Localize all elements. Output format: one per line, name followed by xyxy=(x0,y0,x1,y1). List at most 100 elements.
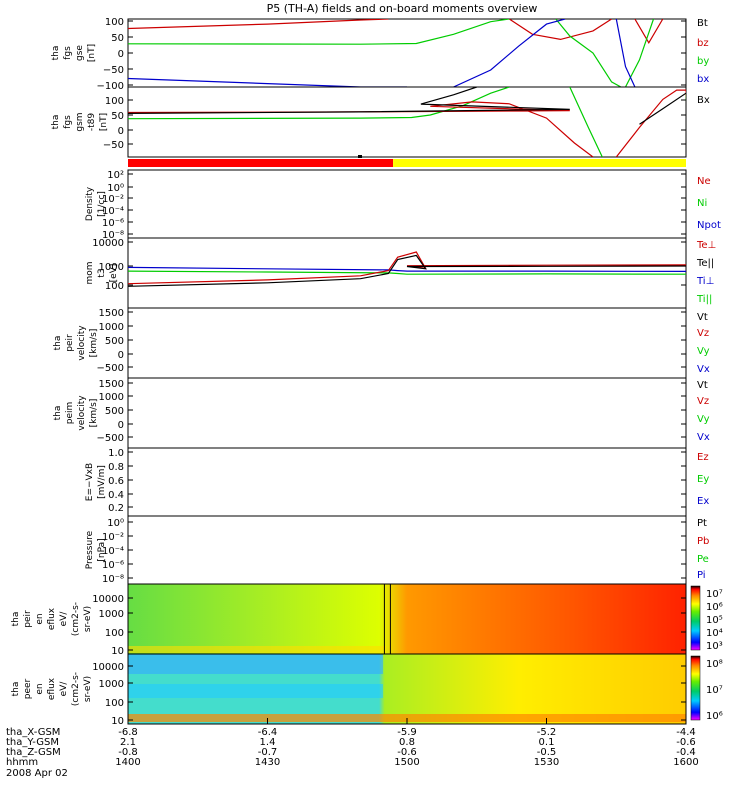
series-line-bz xyxy=(508,19,612,41)
panel-frame xyxy=(127,86,687,158)
legend-entry: Te⊥ xyxy=(696,240,716,251)
y-axis-label: [nT] xyxy=(87,44,97,62)
y-axis-label: t3 xyxy=(97,268,107,277)
y-axis-label: gsm xyxy=(75,112,85,131)
footer-value: 1.4 xyxy=(260,737,276,748)
legend-entry: Vy xyxy=(697,414,710,425)
y-tick-label: 10000 xyxy=(92,238,124,249)
footer-row-label: hhmm xyxy=(6,757,38,768)
y-axis-label: fgs xyxy=(63,46,73,60)
colorbar-tick-label: 10⁶ xyxy=(706,711,723,722)
y-axis-label: [1/cc] xyxy=(97,191,107,217)
y-axis-label: (cm2-s- xyxy=(71,602,81,636)
y-tick-label: 1.0 xyxy=(108,448,124,459)
y-tick-label: 0.4 xyxy=(108,490,124,501)
series-line-by xyxy=(685,93,686,102)
heatmap-peir-en-eflux xyxy=(128,584,686,654)
y-axis-label: en xyxy=(35,613,45,624)
y-tick-label: −50 xyxy=(103,65,124,76)
panel-frame xyxy=(127,169,687,239)
y-tick-label: 1000 xyxy=(99,609,124,620)
y-tick-label: 0.6 xyxy=(108,476,124,487)
colorbar-tick-label: 10⁸ xyxy=(706,659,723,670)
legend-entry: Pt xyxy=(697,518,707,529)
legend-entry: Ti|| xyxy=(696,294,712,305)
panel-peim-velocity: 1500 1000 500 0 −500 tha peim velocity [km/s] Vt V… xyxy=(53,377,710,449)
y-tick-label: 10⁻⁴ xyxy=(102,546,124,557)
y-axis-label: sr-eV) xyxy=(83,676,93,702)
y-axis-label: [km/s] xyxy=(89,399,99,428)
legend-entry: Vz xyxy=(697,396,709,407)
y-axis-label: [nT] xyxy=(99,113,109,131)
panel-peir-velocity: 1500 1000 500 0 −500 tha peir velocity [km/s] Vt V… xyxy=(53,307,710,379)
panel-peer-en-eflux: 10⁸ 10⁷ 10⁶ 10000 1000 100 10 tha peer en eflux eV/… xyxy=(11,653,723,727)
y-axis-label: [nPa] xyxy=(97,538,107,561)
y-tick-label: 10⁰ xyxy=(107,518,124,529)
footer-value: 2.1 xyxy=(120,737,136,748)
panel-frame xyxy=(127,447,687,517)
footer-row-label: tha_Y-GSM xyxy=(6,737,59,748)
heatmap-band xyxy=(128,684,383,698)
y-axis-label: peim xyxy=(65,402,75,425)
colorbar-tick-label: 10⁷ xyxy=(706,685,723,696)
heatmap-band xyxy=(128,654,383,674)
legend-entry: Pe xyxy=(697,554,709,565)
heatmap-fill xyxy=(128,584,686,654)
y-axis-label: peir xyxy=(23,610,33,628)
panel-fgs-gse: 100 50 0 −50 −100 tha fgs gse [nT] Bt bz by bx xyxy=(51,17,709,92)
y-tick-label: −100 xyxy=(97,81,124,92)
panel-frame xyxy=(127,377,687,449)
colorbar-tick-label: 10⁵ xyxy=(706,615,723,626)
footer-value: -5.2 xyxy=(537,727,557,738)
y-axis-label: gse xyxy=(75,45,85,61)
footer-value: -5.9 xyxy=(397,727,417,738)
y-axis-label: velocity xyxy=(77,325,87,361)
footer-value: -6.8 xyxy=(118,727,138,738)
colorbar-tick-label: 10⁴ xyxy=(706,628,723,639)
y-axis-label: eV/ xyxy=(59,681,69,697)
series-line-bz xyxy=(615,89,686,157)
footer-value: 0.8 xyxy=(399,737,415,748)
y-tick-label: 0 xyxy=(118,420,124,431)
y-tick-label: 0 xyxy=(118,126,124,137)
y-tick-label: 100 xyxy=(105,698,124,709)
y-tick-label: 10⁻⁸ xyxy=(102,574,124,585)
legend-entry: Bx xyxy=(697,95,710,106)
y-tick-label: 10² xyxy=(107,170,124,181)
series-line-by xyxy=(128,87,510,120)
y-tick-label: 0 xyxy=(118,350,124,361)
y-tick-label: 10000 xyxy=(92,662,124,673)
footer-value: 1530 xyxy=(534,757,559,768)
colorbar-tick-label: 10⁶ xyxy=(706,602,723,613)
y-tick-label: 100 xyxy=(105,628,124,639)
legend-entry: Pb xyxy=(697,536,709,547)
panel-frame xyxy=(127,237,687,309)
series-line-by xyxy=(555,19,622,87)
y-tick-label: 10⁻² xyxy=(102,194,124,205)
footer-value: 1430 xyxy=(255,757,280,768)
y-tick-label: −50 xyxy=(103,140,124,151)
y-tick-label: 10⁻⁴ xyxy=(102,206,124,217)
series-group xyxy=(128,87,686,157)
mode-segment xyxy=(393,159,686,167)
y-tick-label: 500 xyxy=(105,406,124,417)
legend-entry: Vx xyxy=(697,364,710,375)
panel-moments: 10000 1000 100 mom t3 [eV] Te⊥ Te|| Ti⊥ Ti|| xyxy=(85,237,716,309)
y-axis-label: sr-eV) xyxy=(83,606,93,632)
panel-frame xyxy=(127,515,687,585)
y-axis-label: Pressure xyxy=(85,530,95,569)
footer-value: 1500 xyxy=(394,757,419,768)
series-group xyxy=(128,19,686,87)
mode-marker xyxy=(358,155,362,158)
y-tick-label: 10000 xyxy=(92,594,124,605)
series-line-bx xyxy=(128,77,407,87)
footer-value: -6.4 xyxy=(258,727,278,738)
legend-entry: Ez xyxy=(697,452,709,463)
series-line-Ti|| xyxy=(128,270,686,275)
colorbar xyxy=(690,585,701,651)
y-axis-label: tha xyxy=(51,115,61,130)
series-line-Te|| xyxy=(128,254,686,287)
series-line-bz xyxy=(128,19,389,30)
